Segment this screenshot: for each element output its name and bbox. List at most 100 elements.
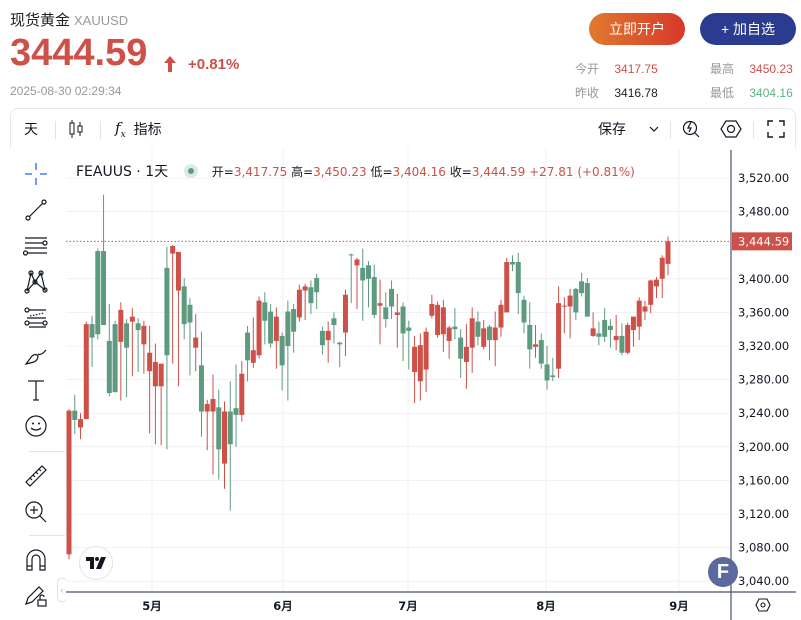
candle (118, 302, 124, 401)
f-letter: F (716, 560, 730, 583)
x-tick-label: 7月 (398, 599, 418, 613)
stat-high: 最高 3450.23 (710, 60, 793, 77)
candle (556, 286, 562, 378)
legend-change: +27.81 (+0.81%) (529, 165, 635, 179)
candle (440, 299, 446, 352)
candle (342, 289, 348, 357)
legend-close: 3,444.59 (471, 165, 526, 179)
trend-line-tool[interactable] (22, 196, 50, 224)
candle (325, 321, 331, 363)
legend-close-label: 收= (449, 165, 472, 179)
candle (486, 325, 492, 361)
fullscreen-button[interactable] (767, 109, 785, 149)
candle (412, 335, 418, 404)
candle (417, 333, 423, 401)
last-price-label: 3,444.59 (738, 234, 789, 248)
legend-high-label: 高= (291, 165, 314, 179)
candle (630, 316, 636, 347)
save-button[interactable]: 保存 (598, 109, 626, 149)
candle (210, 374, 216, 475)
crosshair-tool[interactable] (22, 160, 50, 188)
ruler-icon (25, 465, 47, 487)
instrument-symbol: XAUUSD (74, 13, 129, 28)
zoom-in-icon (25, 501, 47, 523)
legend-low-label: 低= (370, 165, 393, 179)
stat-open-value: 3417.75 (614, 62, 658, 76)
candle (262, 292, 268, 345)
candle (256, 296, 262, 359)
candle (458, 329, 464, 378)
candle (360, 248, 366, 321)
lightning-search-icon (682, 120, 700, 138)
y-tick-label: 3,240.00 (738, 406, 789, 420)
candle (625, 322, 631, 355)
candle (567, 288, 573, 339)
stat-open: 今开 3417.75 (575, 60, 658, 77)
candle (124, 319, 130, 398)
candle (129, 308, 135, 377)
stat-prev-close-label: 昨收 (575, 86, 600, 100)
chart-type-button[interactable] (68, 109, 84, 149)
candle (354, 257, 360, 310)
y-tick-label: 3,080.00 (738, 541, 789, 555)
text-tool[interactable] (22, 376, 50, 404)
stat-prev-close-value: 3416.78 (614, 86, 658, 100)
zoom-in-tool[interactable] (22, 498, 50, 526)
candle (429, 294, 435, 319)
interval-button[interactable]: 天 (24, 121, 38, 137)
quick-search-button[interactable] (682, 109, 702, 149)
indicators-button[interactable]: fx 指标 (115, 109, 162, 149)
magnet-tool[interactable] (22, 546, 50, 574)
candlestick-chart[interactable]: 3,520.003,480.003,440.003,400.003,360.00… (66, 148, 796, 620)
candle (216, 389, 222, 480)
candle (222, 401, 228, 489)
candle (135, 318, 141, 373)
open-account-button[interactable]: 立即开户 (589, 13, 685, 45)
candle (95, 248, 101, 340)
save-dropdown[interactable] (649, 109, 659, 149)
candle (141, 320, 147, 374)
timestamp: 2025-08-30 02:29:34 (10, 84, 122, 98)
candle (475, 311, 481, 346)
candle (665, 236, 671, 276)
y-tick-label: 3,280.00 (738, 373, 789, 387)
y-tick-label: 3,040.00 (738, 574, 789, 588)
candle (561, 297, 567, 334)
candle (291, 304, 297, 353)
pattern-tool[interactable] (22, 268, 50, 296)
market-status-dot (183, 164, 198, 178)
gear-icon (720, 120, 742, 138)
lock-draw-icon (25, 586, 47, 607)
candle (602, 308, 608, 342)
trend-line-icon (25, 199, 47, 221)
f-badge-icon[interactable]: F (708, 557, 738, 587)
candle (383, 292, 389, 328)
gear-icon (755, 598, 771, 612)
legend-open: 3,417.75 (233, 165, 288, 179)
ruler-tool[interactable] (22, 462, 50, 490)
tool-divider (29, 535, 65, 536)
axis-settings-button[interactable] (755, 598, 771, 617)
candle (463, 324, 469, 389)
tradingview-logo[interactable] (79, 546, 113, 580)
brush-tool[interactable] (22, 340, 50, 368)
emoji-tool[interactable] (22, 412, 50, 440)
x-tick-label: 8月 (536, 599, 556, 613)
candle (423, 327, 429, 393)
y-tick-label: 3,200.00 (738, 440, 789, 454)
fib-tool[interactable] (22, 304, 50, 332)
candle (175, 251, 181, 387)
candle (366, 261, 371, 308)
add-watchlist-button[interactable]: + 加自选 (700, 13, 796, 45)
candle (613, 314, 619, 351)
x-tick-label: 5月 (142, 599, 162, 613)
ohlc-legend: FEAUUS · 1天 开=3,417.75 高=3,450.23 低=3,40… (76, 161, 635, 181)
horizontal-lines-tool[interactable] (22, 232, 50, 260)
tool-divider (29, 451, 65, 452)
candle (308, 280, 314, 315)
candle (377, 279, 383, 345)
settings-button[interactable] (720, 109, 742, 149)
candle (533, 325, 539, 358)
lock-drawings-tool[interactable] (22, 582, 50, 610)
legend-open-label: 开= (211, 165, 234, 179)
